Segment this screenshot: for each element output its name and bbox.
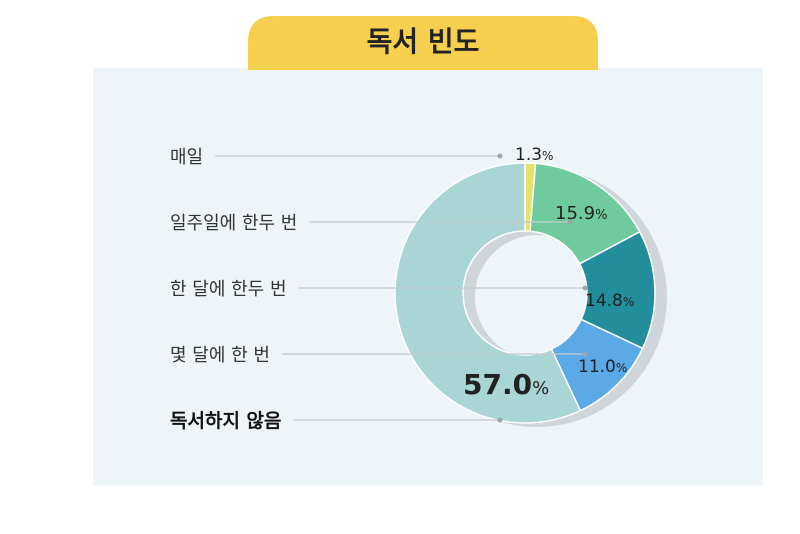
value-label-3: 14.8% (585, 291, 634, 311)
value-labels: 1.3% 15.9% 14.8% 11.0% 57.0% (463, 145, 634, 401)
category-label-1: 매일 (170, 147, 203, 168)
leader-dot-3 (582, 285, 588, 291)
leader-dot-4 (582, 351, 588, 357)
leader-dot-2 (567, 219, 573, 225)
chart-title: 독서 빈도 (367, 25, 480, 58)
title-tab (248, 16, 598, 70)
donut-slices (394, 162, 656, 424)
donut-slice-5 (394, 162, 582, 424)
value-label-2: 15.9% (555, 203, 607, 224)
leader-dot-1 (497, 153, 503, 159)
value-label-1: 1.3% (515, 145, 553, 165)
value-label-5: 57.0% (463, 368, 549, 401)
category-label-2: 일주일에 한두 번 (170, 213, 297, 234)
leader-lines (215, 153, 588, 423)
category-label-5: 독서하지 않음 (170, 410, 282, 432)
category-label-4: 몇 달에 한 번 (170, 345, 270, 366)
leader-dot-5 (497, 417, 503, 423)
category-label-3: 한 달에 한두 번 (170, 279, 287, 300)
value-label-4: 11.0% (578, 357, 627, 377)
